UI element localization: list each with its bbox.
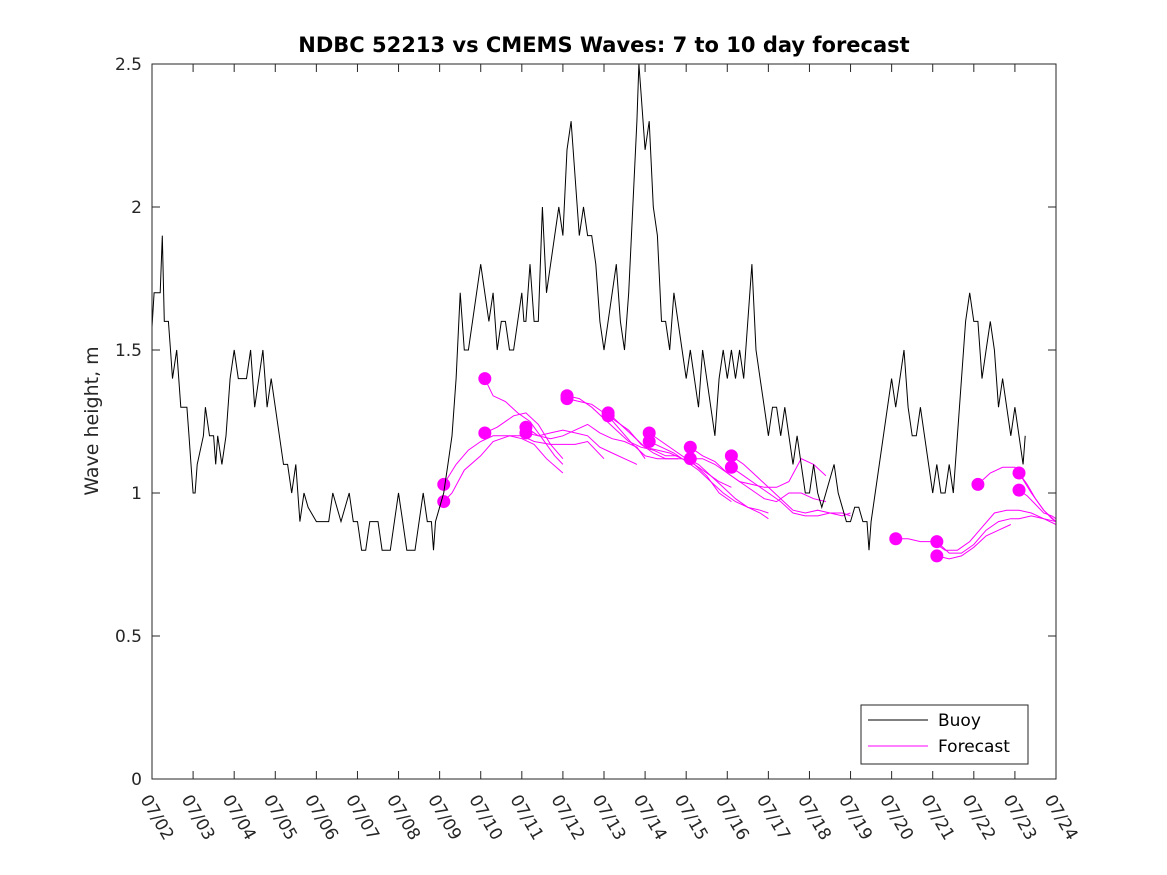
x-tick-label: 07/20 bbox=[875, 792, 917, 844]
y-tick-label: 0 bbox=[131, 770, 142, 790]
forecast-start-marker bbox=[478, 372, 492, 386]
forecast-line bbox=[731, 466, 851, 517]
buoy-line bbox=[151, 63, 1026, 551]
x-tick-label: 07/16 bbox=[711, 792, 753, 844]
forecast-line bbox=[525, 423, 646, 459]
plot-area bbox=[152, 64, 1056, 779]
x-tick-label: 07/09 bbox=[423, 792, 465, 844]
forecast-line bbox=[484, 378, 564, 465]
forecast-start-marker bbox=[478, 426, 492, 440]
chart-title: NDBC 52213 vs CMEMS Waves: 7 to 10 day f… bbox=[298, 33, 909, 57]
forecast-start-marker bbox=[683, 440, 697, 454]
forecast-line bbox=[443, 435, 564, 502]
x-tick-label: 07/19 bbox=[834, 792, 876, 844]
forecast-start-marker bbox=[971, 477, 985, 491]
forecast-line bbox=[936, 515, 1057, 554]
x-tick-label: 07/08 bbox=[382, 792, 424, 844]
legend: Buoy Forecast bbox=[860, 704, 1029, 765]
y-tick-label: 1.5 bbox=[115, 341, 142, 361]
forecast-line bbox=[1018, 489, 1057, 520]
x-tick-label: 07/24 bbox=[1040, 792, 1082, 844]
legend-forecast-label: Forecast bbox=[938, 737, 1010, 757]
y-tick-label: 0.5 bbox=[115, 627, 142, 647]
forecast-start-marker bbox=[437, 495, 451, 509]
x-tick-label: 07/02 bbox=[136, 792, 178, 844]
buoy-series bbox=[151, 63, 1026, 551]
x-tick-label: 07/12 bbox=[547, 792, 589, 844]
forecast-start-marker bbox=[437, 477, 451, 491]
forecast-start-marker bbox=[1012, 466, 1026, 480]
forecast-line bbox=[648, 441, 769, 514]
x-tick-label: 07/06 bbox=[300, 792, 342, 844]
legend-buoy-label: Buoy bbox=[938, 711, 981, 731]
forecast-line bbox=[895, 509, 1057, 551]
forecast-start-marker bbox=[1012, 483, 1026, 497]
forecast-line bbox=[484, 412, 564, 460]
x-tick-label: 07/22 bbox=[957, 792, 999, 844]
x-tick-label: 07/07 bbox=[341, 792, 383, 844]
forecast-line bbox=[690, 458, 827, 503]
forecast-line bbox=[731, 455, 851, 517]
forecast-series bbox=[437, 372, 1057, 563]
x-tick-label: 07/03 bbox=[177, 792, 219, 844]
x-tick-label: 07/18 bbox=[793, 792, 835, 844]
y-axis: 0 0.5 1 1.5 2 2.5 bbox=[115, 55, 1056, 790]
forecast-start-marker bbox=[683, 452, 697, 466]
x-tick-label: 07/05 bbox=[259, 792, 301, 844]
legend-box bbox=[860, 704, 1029, 765]
x-tick-label: 07/17 bbox=[752, 792, 794, 844]
forecast-line bbox=[1018, 472, 1057, 523]
forecast-start-marker bbox=[724, 460, 738, 474]
x-tick-label: 07/10 bbox=[464, 792, 506, 844]
y-tick-label: 2 bbox=[131, 198, 142, 218]
y-tick-label: 1 bbox=[131, 484, 142, 504]
forecast-start-marker bbox=[642, 435, 656, 449]
x-tick-label: 07/11 bbox=[505, 792, 547, 844]
forecast-start-marker bbox=[930, 549, 944, 563]
x-tick-label: 07/14 bbox=[629, 792, 671, 844]
x-tick-label: 07/15 bbox=[670, 792, 712, 844]
y-axis-label: Wave height, m bbox=[81, 346, 103, 495]
y-tick-label: 2.5 bbox=[115, 55, 142, 75]
forecast-start-marker bbox=[560, 392, 574, 406]
forecast-line bbox=[936, 524, 1012, 560]
forecast-start-marker bbox=[601, 409, 615, 423]
x-tick-label: 07/13 bbox=[588, 792, 630, 844]
forecast-start-marker bbox=[889, 532, 903, 546]
x-tick-label: 07/21 bbox=[916, 792, 958, 844]
x-tick-label: 07/23 bbox=[999, 792, 1041, 844]
forecast-start-marker bbox=[930, 535, 944, 549]
forecast-line bbox=[525, 426, 638, 465]
x-tick-label: 07/04 bbox=[218, 792, 260, 844]
forecast-start-marker bbox=[519, 426, 533, 440]
forecast-line bbox=[648, 432, 769, 520]
forecast-start-marker bbox=[724, 449, 738, 463]
